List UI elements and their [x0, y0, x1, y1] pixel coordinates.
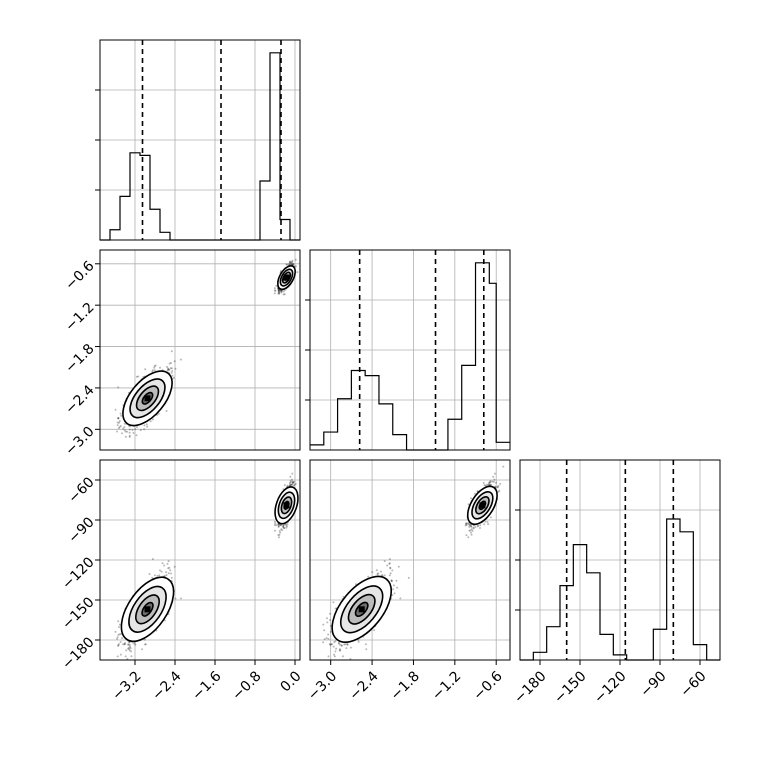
- x-tick-label-p1-3: −0.8: [229, 668, 264, 703]
- histogram-panel-1: [95, 39, 301, 241]
- sample-points: [322, 465, 505, 660]
- x-tick-label-p3-1: −150: [551, 668, 590, 707]
- x-tick-label-p2-1: −2.4: [346, 668, 381, 703]
- y-tick-label-p3-4: −60: [65, 474, 97, 506]
- density-peak-1: [358, 606, 365, 613]
- y-tick-label-p2-2: −1.8: [62, 341, 97, 376]
- x-tick-label-p3-3: −90: [637, 668, 669, 700]
- y-tick-label-p3-0: −180: [59, 634, 98, 673]
- y-tick-label-p2-3: −1.2: [62, 300, 97, 335]
- y-tick-label-p2-4: −0.6: [62, 258, 97, 293]
- x-tick-label-p2-4: −0.6: [470, 668, 505, 703]
- y-tick-label-p3-3: −90: [65, 514, 97, 546]
- density-peak-1: [144, 606, 151, 613]
- hist-2-step: [310, 262, 510, 451]
- sample-points: [114, 258, 299, 438]
- y-tick-label-p2-0: −3.0: [62, 424, 97, 459]
- hist-2-frame: [309, 249, 511, 451]
- y-tick-label-p2-1: −2.4: [62, 382, 97, 417]
- x-tick-label-p3-2: −120: [591, 668, 630, 707]
- density-peak-2: [479, 502, 486, 509]
- x-tick-label-p1-2: −1.6: [189, 668, 224, 703]
- panel-frame: [309, 459, 511, 661]
- histogram-panel-3: [515, 459, 721, 661]
- x-tick-label-p2-0: −3.0: [305, 668, 340, 703]
- histogram-panel-2: [305, 249, 511, 451]
- x-tick-label-p3-4: −60: [677, 668, 709, 700]
- scatter-panel-2-3: [309, 459, 511, 661]
- x-tick-label-p2-3: −1.2: [429, 668, 464, 703]
- density-peak-2: [283, 274, 290, 281]
- x-tick-label-p3-0: −180: [511, 668, 550, 707]
- x-tick-label-p1-4: 0.0: [278, 668, 305, 695]
- y-tick-label-p3-1: −150: [59, 594, 98, 633]
- hist-3-step: [520, 518, 720, 661]
- y-tick-label-p3-2: −120: [59, 554, 98, 593]
- x-tick-label-p1-0: −3.2: [109, 668, 144, 703]
- x-tick-label-p1-1: −2.4: [149, 668, 184, 703]
- scatter-panel-1-2: [99, 249, 301, 451]
- panel-frame: [99, 249, 301, 451]
- hist-1-step: [100, 52, 300, 241]
- sample-points: [114, 472, 299, 660]
- x-tick-label-p2-2: −1.8: [388, 668, 423, 703]
- density-peak-2: [283, 502, 290, 509]
- scatter-panel-1-3: [99, 459, 301, 661]
- density-peak-1: [144, 395, 151, 402]
- hist-1-frame: [99, 39, 301, 241]
